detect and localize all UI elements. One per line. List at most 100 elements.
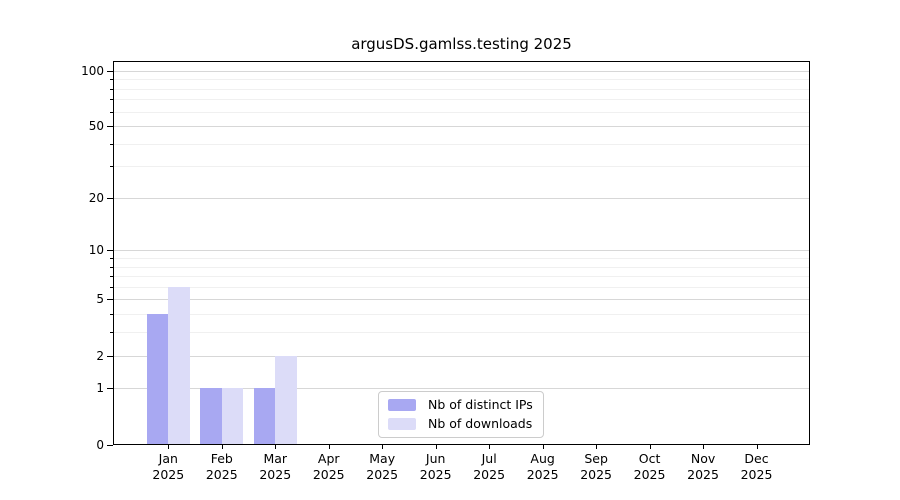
y-tick-label: 20 (88, 190, 104, 205)
x-tick-label-line: 2025 (205, 466, 238, 482)
y-tick-label: 0 (96, 437, 104, 452)
x-tick (542, 445, 544, 449)
x-tick-label-line: Jun (425, 451, 446, 466)
x-tick-label: Dec 2025 (725, 451, 789, 482)
minor-gridline (114, 286, 809, 288)
y-minor-tick (110, 314, 113, 316)
major-gridline (114, 197, 809, 199)
y-tick (107, 444, 113, 446)
major-gridline (114, 299, 809, 301)
y-tick (107, 126, 113, 128)
y-minor-tick (110, 143, 113, 145)
x-tick-label-line: Jan (158, 451, 178, 466)
x-tick (435, 445, 437, 449)
x-tick-label-line: Oct (638, 451, 661, 466)
x-tick (703, 445, 705, 449)
y-tick (107, 388, 113, 390)
x-tick-label-line: 2025 (259, 466, 292, 482)
minor-gridline (114, 143, 809, 145)
x-tick (168, 445, 170, 449)
minor-gridline (114, 79, 809, 81)
y-minor-tick (110, 79, 113, 81)
y-tick (107, 197, 113, 199)
y-minor-tick (110, 88, 113, 90)
x-tick-label-line: Feb (210, 451, 233, 466)
x-tick (756, 445, 758, 449)
x-tick-label: Jun 2025 (404, 451, 468, 482)
x-tick-label-line: 2025 (526, 466, 559, 482)
x-tick-label-line: Jul (481, 451, 497, 466)
y-minor-tick (110, 332, 113, 334)
legend: Nb of distinct IPs Nb of downloads (378, 391, 544, 438)
y-minor-tick (110, 166, 113, 168)
y-tick-label: 5 (96, 292, 104, 307)
minor-gridline (114, 257, 809, 259)
x-tick-label-line: 2025 (312, 466, 345, 482)
bar-distinct-ips-mar (253, 388, 276, 444)
y-minor-tick (110, 99, 113, 101)
x-tick-label-line: 2025 (473, 466, 506, 482)
x-tick-label-line: Sep (584, 451, 608, 466)
bar-downloads-feb (221, 388, 244, 444)
x-tick-label-line: 2025 (419, 466, 452, 482)
y-tick (107, 299, 113, 301)
legend-swatch (388, 418, 416, 430)
x-tick-label: May 2025 (350, 451, 414, 482)
y-minor-tick (110, 276, 113, 278)
legend-item: Nb of downloads (388, 417, 533, 431)
bar-downloads-jan (168, 286, 190, 444)
x-tick-label: Mar 2025 (243, 451, 307, 482)
chart-title: argusDS.gamlss.testing 2025 (351, 35, 572, 53)
x-tick-label: Aug 2025 (511, 451, 575, 482)
x-tick-label: Nov 2025 (671, 451, 735, 482)
y-tick-label: 2 (96, 348, 104, 363)
y-tick-label: 100 (81, 63, 104, 78)
x-tick-label-line: 2025 (366, 466, 399, 482)
major-gridline (114, 250, 809, 252)
y-minor-tick (110, 286, 113, 288)
legend-label: Nb of downloads (428, 416, 533, 431)
x-tick-label-line: 2025 (633, 466, 666, 482)
y-tick (107, 250, 113, 252)
x-tick-label: Jan 2025 (136, 451, 200, 482)
y-minor-tick (110, 111, 113, 113)
x-tick (275, 445, 277, 449)
x-tick-label: Sep 2025 (564, 451, 628, 482)
x-tick-label-line: 2025 (580, 466, 612, 482)
x-tick-label: Apr 2025 (297, 451, 361, 482)
minor-gridline (114, 276, 809, 278)
x-tick-label-line: 2025 (740, 466, 773, 482)
minor-gridline (114, 314, 809, 316)
plot-area-border (113, 61, 810, 445)
minor-gridline (114, 99, 809, 101)
y-tick (107, 70, 113, 72)
minor-gridline (114, 332, 809, 334)
bar-distinct-ips-feb (200, 388, 222, 444)
x-tick-label-line: Mar (263, 451, 288, 466)
legend-label: Nb of distinct IPs (428, 397, 533, 412)
y-tick-label: 1 (96, 381, 104, 396)
y-tick (107, 355, 113, 357)
minor-gridline (114, 166, 809, 168)
x-tick-label-line: May (369, 451, 396, 466)
x-tick (221, 445, 223, 449)
minor-gridline (114, 111, 809, 113)
x-tick-label-line: Aug (530, 451, 555, 466)
y-tick-label: 50 (88, 119, 104, 134)
x-tick-label: Feb 2025 (190, 451, 254, 482)
x-tick-label-line: Nov (690, 451, 716, 466)
x-tick-label-line: Apr (317, 451, 340, 466)
x-tick (328, 445, 330, 449)
x-tick (382, 445, 384, 449)
major-gridline (114, 126, 809, 128)
y-minor-tick (110, 257, 113, 259)
major-gridline (114, 70, 809, 72)
y-tick-label: 10 (88, 243, 104, 258)
x-tick (489, 445, 491, 449)
minor-gridline (114, 266, 809, 268)
x-tick-label-line: 2025 (687, 466, 719, 482)
x-tick-label-line: Dec (744, 451, 769, 466)
x-tick-label-line: 2025 (152, 466, 185, 482)
minor-gridline (114, 88, 809, 90)
x-tick-label: Jul 2025 (457, 451, 521, 482)
